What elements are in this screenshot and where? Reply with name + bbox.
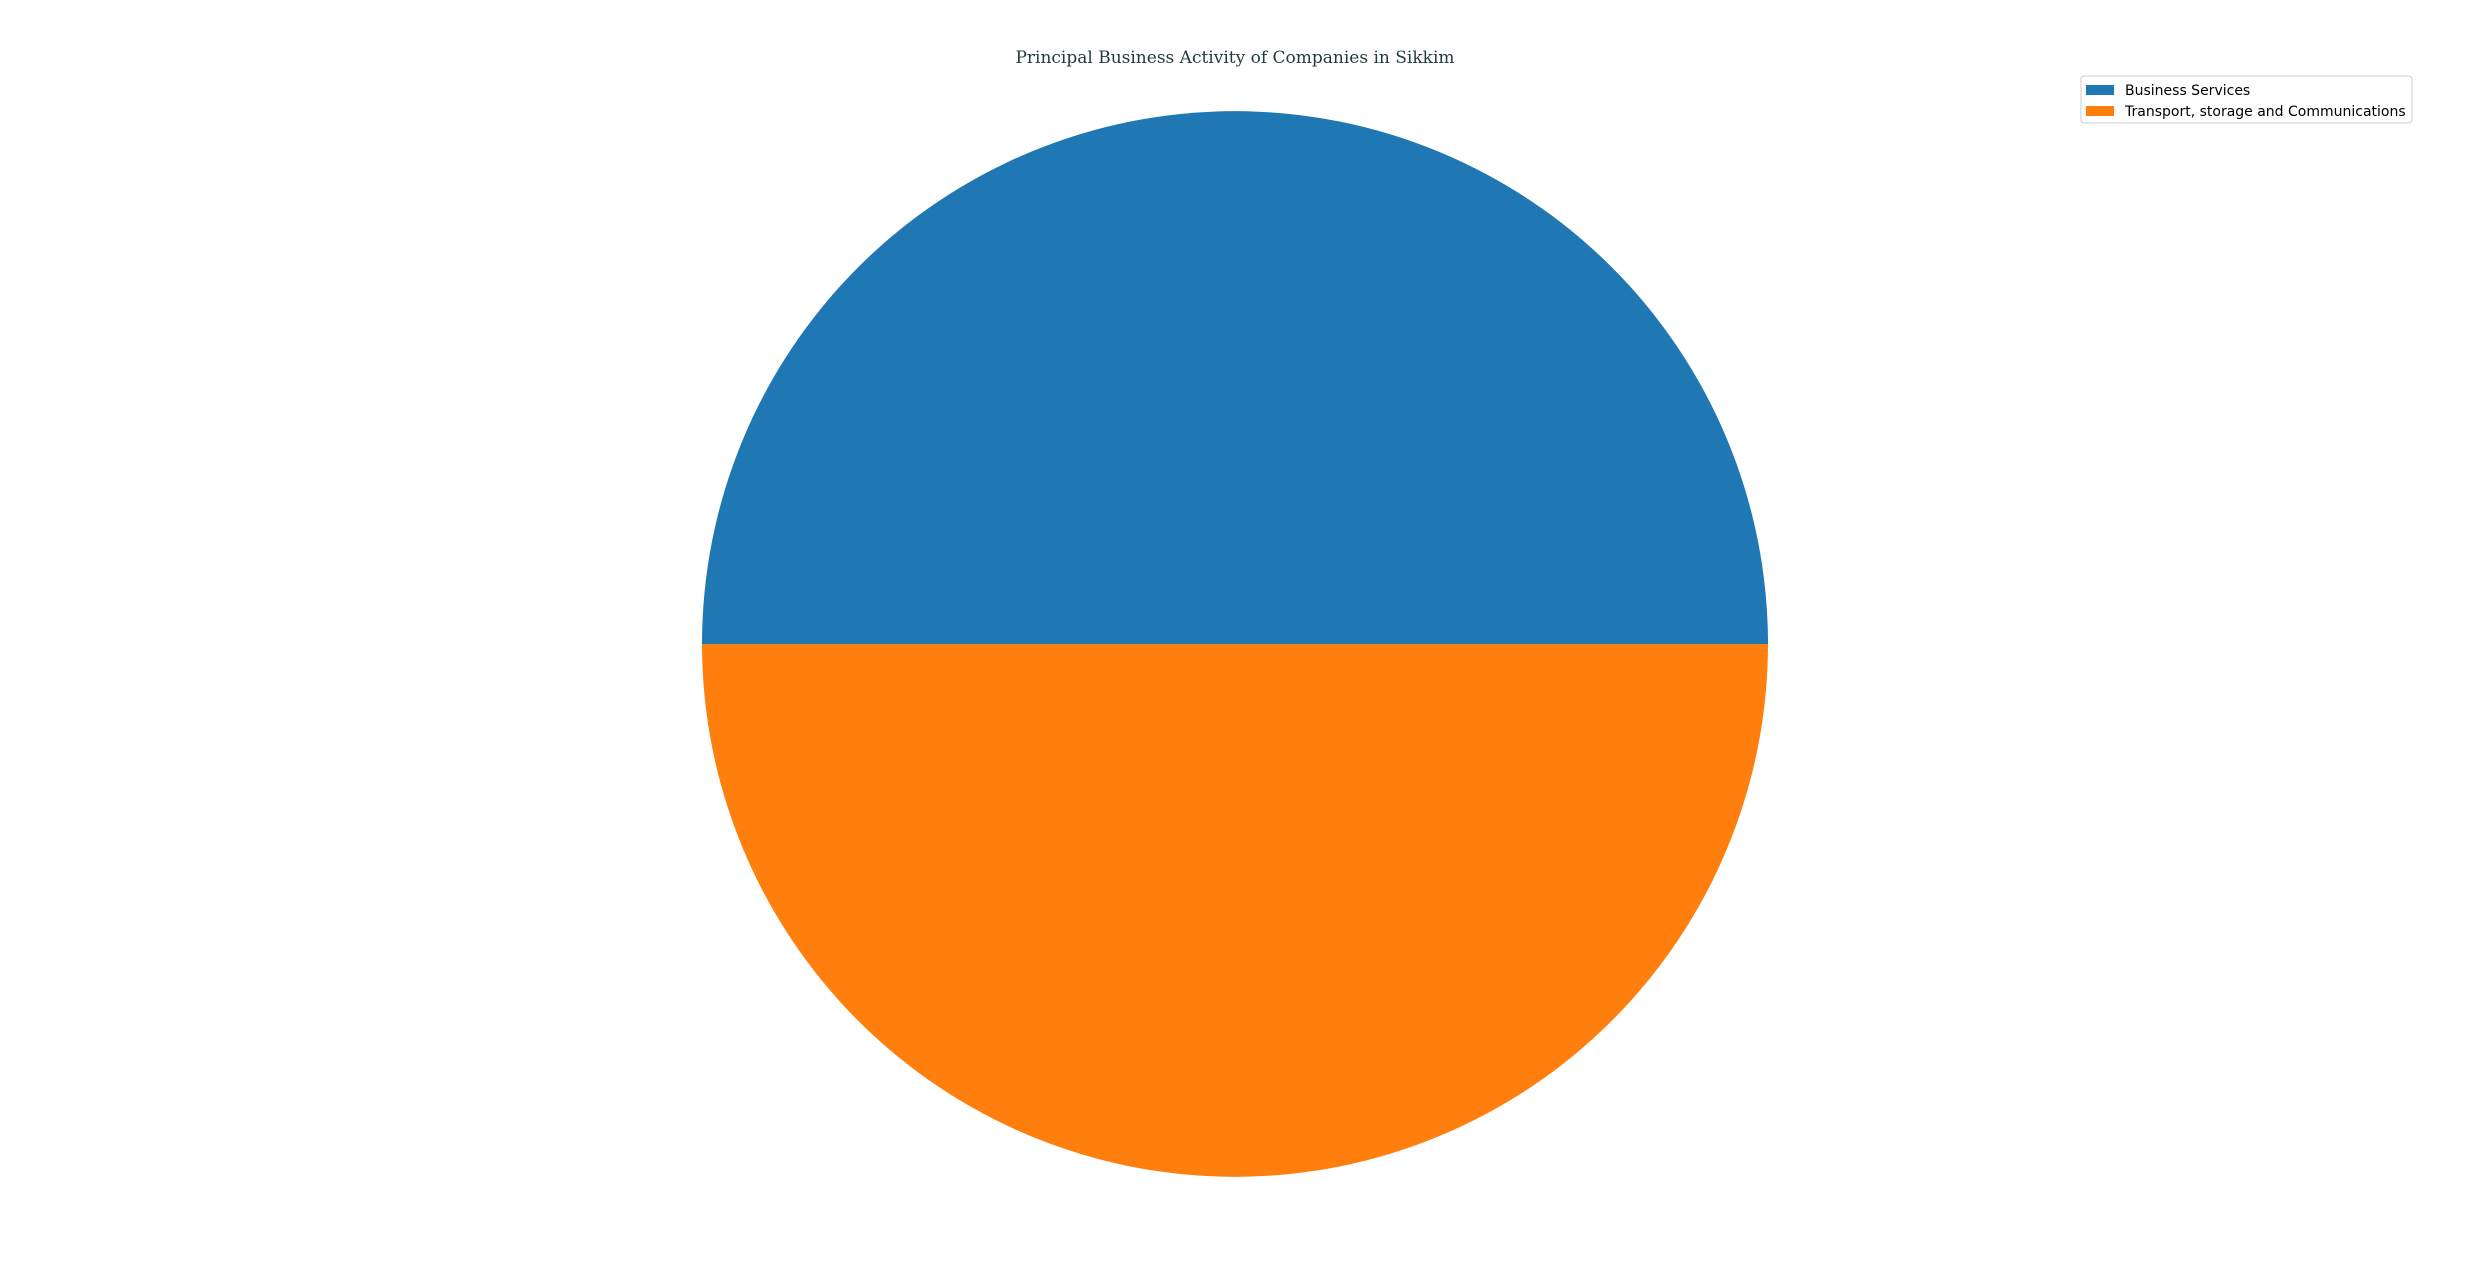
legend-label-1: Business Services xyxy=(2125,83,2250,99)
legend-swatch-1 xyxy=(2086,85,2114,95)
pie-slice-1 xyxy=(702,111,1768,644)
legend-label-2: Transport, storage and Communications xyxy=(2124,104,2406,120)
legend-items: Business Services Transport, storage and … xyxy=(2086,83,2406,120)
legend-frame xyxy=(2080,75,2413,124)
chart-title: Principal Business Activity of Companies… xyxy=(1015,48,1454,68)
pie-slice-2 xyxy=(702,644,1768,1177)
legend-swatch-2 xyxy=(2086,106,2114,116)
legend: Business Services Transport, storage and … xyxy=(2080,75,2413,124)
pie-slices xyxy=(702,111,1768,1177)
